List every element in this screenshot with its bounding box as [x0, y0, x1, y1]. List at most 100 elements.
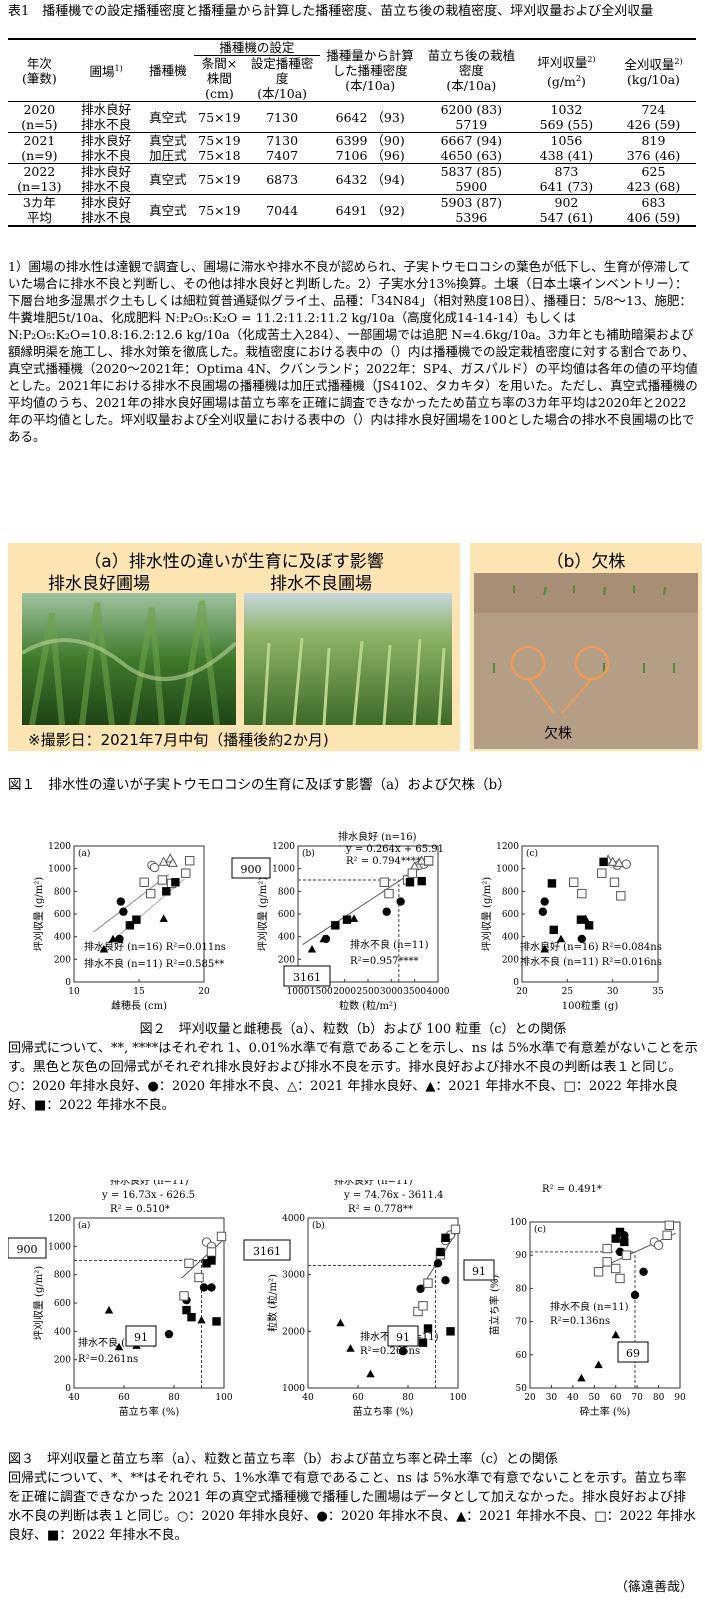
x-tick-label: 20 — [524, 1393, 536, 1403]
y-tick-label: 4000 — [282, 1214, 305, 1224]
x-tick-label: 4000 — [427, 987, 450, 997]
y-tick-label: 0 — [65, 978, 71, 988]
marker-filled-circle — [577, 934, 587, 944]
marker-open-square — [621, 1250, 632, 1260]
x-tick-label: 2500 — [357, 987, 380, 997]
value-callout-box — [617, 1341, 649, 1363]
figure-1-caption: 図１ 排水性の違いが子実トウモロコシの生育に及ぼす影響（a）および欠株（b） — [8, 777, 511, 793]
marker-filled-square — [202, 1259, 211, 1268]
marker-filled-circle — [630, 1290, 640, 1300]
x-tick-label: 70 — [631, 1393, 643, 1403]
marker-filled-triangle — [307, 944, 317, 953]
marker-open-square — [602, 1243, 612, 1254]
y-tick-label: 0 — [65, 1384, 71, 1394]
x-tick-label: 90 — [674, 1393, 686, 1403]
marker-open-circle — [621, 859, 631, 869]
regression-annotation: R² = 0.778** — [348, 1204, 413, 1215]
marker-filled-triangle — [366, 1369, 375, 1378]
y-tick-label: 600 — [502, 910, 519, 920]
marker-filled-triangle — [99, 944, 109, 953]
marker-filled-circle — [540, 897, 549, 906]
figure-2-caption: 図２ 坪刈収量と雌穂長（a）、粒数（b）および 100 粒重（c）との関係 回帰… — [8, 1020, 698, 1115]
marker-filled-triangle — [594, 1360, 603, 1369]
x-tick-label: 100 — [215, 1393, 232, 1403]
y-tick-label: 800 — [54, 1271, 71, 1281]
marker-open-square — [602, 1257, 612, 1267]
table-row: 2020 (n=5) 排水良好 排水不良 真空式 75×19 7130 6642 （… — [8, 101, 696, 133]
x-axis-label: 砕土率 (%) — [580, 1405, 631, 1418]
regression-annotation: R²=0.265ns — [360, 1346, 420, 1357]
header-year: 年次 — [26, 55, 52, 71]
x-tick-label: 35 — [652, 987, 664, 997]
chart-fig3-2: 20 30 40 50 60 70 80 90 50 60 70 80 90 100 砕土率 (%) 苗立ち率… — [463, 1180, 686, 1418]
value-callout: 3161 — [253, 1245, 281, 1258]
marker-open-square — [616, 891, 626, 901]
marker-filled-square — [436, 1247, 445, 1257]
marker-open-square — [609, 877, 620, 887]
y-tick-label: 800 — [54, 887, 71, 897]
regression-annotation: 排水不良 (n=11) R²=0.016ns — [520, 955, 662, 968]
marker-open-square — [184, 1258, 194, 1269]
regression-annotation: R²=0.261ns — [78, 1354, 138, 1365]
marker-filled-square — [547, 879, 557, 888]
marker-filled-circle — [119, 907, 128, 916]
marker-filled-square — [446, 1327, 455, 1336]
regression-annotation: 排水良好 (n=16) — [338, 830, 417, 843]
marker-open-square — [568, 877, 579, 887]
marker-open-square — [139, 877, 149, 887]
value-callout: 900 — [17, 1243, 38, 1256]
x-tick-label: 60 — [610, 1393, 622, 1403]
y-tick-label: 400 — [54, 1327, 71, 1337]
x-tick-label: 40 — [68, 1393, 80, 1403]
header-zen-yield: 全刈収量 — [624, 57, 675, 73]
value-callout-box — [8, 1237, 47, 1259]
panel-label: (a) — [78, 1220, 90, 1231]
y-tick-label: 100 — [510, 1218, 527, 1228]
x-axis-label: 100粒重 (g) — [562, 999, 619, 1012]
x-axis-label: 粒数 (粒/m²) — [339, 999, 397, 1012]
table-1: 年次 (筆数) 圃場1) 播種機 播種機の設定 播種量から計算した播種密度 (本/1… — [8, 38, 696, 227]
x-tick-label: 40 — [567, 1393, 579, 1403]
x-tick-label: 50 — [589, 1393, 601, 1403]
y-tick-label: 400 — [278, 933, 295, 943]
x-tick-label: 100 — [449, 1393, 466, 1403]
marker-filled-triangle — [577, 1373, 586, 1382]
marker-filled-square — [441, 1233, 450, 1243]
header-setting: 播種機の設定 — [194, 38, 320, 56]
x-tick-label: 3000 — [380, 987, 403, 997]
y-axis-label: 坪刈収量 (g/m²) — [256, 877, 269, 951]
good-drainage-label: 排水良好圃場 — [48, 574, 150, 594]
marker-open-circle — [149, 862, 160, 873]
x-axis-label: 雌穂長 (cm) — [111, 999, 167, 1012]
header-plant-density: 苗立ち後の栽植密度 — [427, 48, 516, 78]
y-tick-label: 1000 — [282, 1384, 305, 1394]
x-tick-label: 3500 — [403, 987, 426, 997]
y-tick-label: 600 — [54, 910, 71, 920]
table-title: 表1 播種機での設定播種密度と播種量から計算した播種密度、苗立ち後の栽植密度、坪… — [8, 4, 654, 19]
marker-filled-square — [549, 925, 558, 935]
marker-filled-square — [182, 1305, 191, 1315]
x-tick-label: 2000 — [333, 987, 356, 997]
marker-filled-square — [620, 1237, 629, 1247]
author: （篠遠善哉） — [614, 1580, 693, 1595]
y-tick-label: 50 — [516, 1384, 528, 1394]
marker-filled-square — [212, 1317, 221, 1326]
photo-panel-a: （a）排水性の違いが生育に及ぼす影響 排水良好圃場 排水不良圃場 ※撮影日：20… — [8, 543, 460, 751]
chart-fig2-2: 20 25 30 35 0 200 400 600 800 1000 1200 100粒重 (g) 坪刈… — [480, 842, 664, 1012]
regression-annotation: 排水良好 (n=16) R²=0.084ns — [520, 940, 662, 953]
x-tick-label: 1500 — [310, 987, 333, 997]
marker-filled-square — [418, 1338, 428, 1347]
marker-open-square — [384, 888, 394, 899]
photo-panel-b: （b）欠株 欠株 — [470, 543, 702, 751]
marker-filled-square — [132, 915, 141, 924]
value-callout-box — [243, 1239, 291, 1261]
marker-filled-circle — [398, 1346, 408, 1356]
header-machine: 播種機 — [141, 38, 195, 102]
value-callout: 91 — [472, 1265, 486, 1278]
marker-filled-square — [615, 1227, 625, 1237]
marker-open-triangle — [167, 857, 178, 867]
marker-filled-square — [125, 921, 135, 930]
